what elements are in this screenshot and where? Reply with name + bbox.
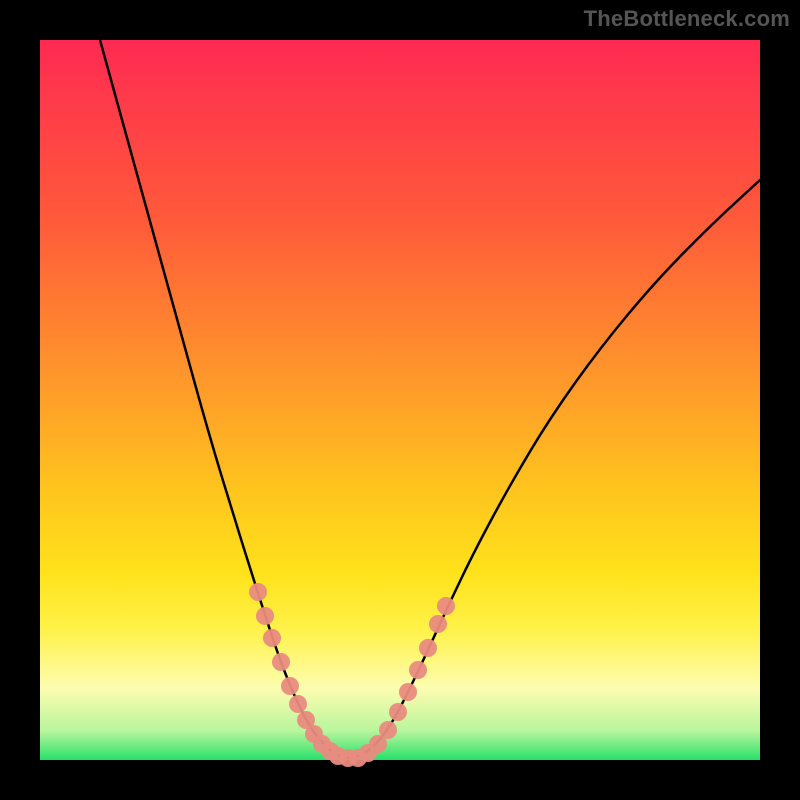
data-marker [437, 597, 455, 615]
data-marker [389, 703, 407, 721]
data-marker [249, 583, 267, 601]
data-marker [379, 721, 397, 739]
data-marker [263, 629, 281, 647]
data-marker [399, 683, 417, 701]
curve-left-branch [100, 40, 348, 758]
data-marker [409, 661, 427, 679]
data-marker [289, 695, 307, 713]
data-marker [429, 615, 447, 633]
plot-area [40, 40, 760, 760]
data-marker [419, 639, 437, 657]
data-marker [281, 677, 299, 695]
data-marker [272, 653, 290, 671]
watermark-text: TheBottleneck.com [584, 6, 790, 32]
data-marker [256, 607, 274, 625]
curve-canvas [40, 40, 760, 760]
marker-group [249, 583, 455, 767]
chart-root: TheBottleneck.com [0, 0, 800, 800]
